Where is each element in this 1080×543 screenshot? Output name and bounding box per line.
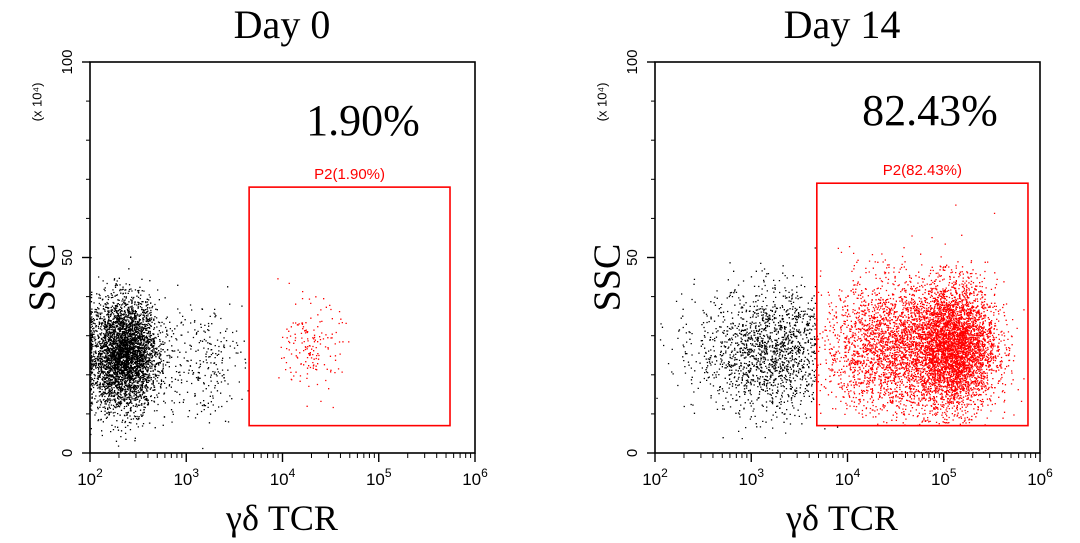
x-tick-label: 104 <box>270 466 296 489</box>
x-tick-label: 105 <box>366 466 392 489</box>
population-ungated-tail <box>134 284 249 450</box>
y-tick-label: 0 <box>624 449 641 457</box>
population-gated-high <box>881 212 1025 426</box>
y-tick-label: 50 <box>624 249 641 266</box>
x-tick-label: 106 <box>1027 466 1053 489</box>
x-tick-label: 103 <box>173 466 199 489</box>
panel-1: Day 0 P2(1.90%) 1.90% 0 50 100 (x 10⁴) SSC 102 10… <box>22 2 488 538</box>
x-tick-label: 105 <box>931 466 957 489</box>
population-gated-P2 <box>277 278 350 409</box>
population-ungated-main <box>90 256 200 447</box>
y-tick-label: 100 <box>624 49 641 74</box>
x-tick-label: 104 <box>835 466 861 489</box>
y-tick-label: 0 <box>59 449 76 457</box>
x-axis-label: γδ TCR <box>785 498 898 538</box>
x-axis-label: γδ TCR <box>225 498 338 538</box>
y-axis-label: SSC <box>587 244 629 312</box>
y-multiplier: (x 10⁴) <box>594 83 609 122</box>
x-tick-label: 106 <box>462 466 488 489</box>
chart-title: Day 14 <box>784 2 901 47</box>
gate-label: P2(1.90%) <box>314 166 385 183</box>
y-tick-label: 50 <box>59 249 76 266</box>
population-gated-broad <box>817 204 1013 427</box>
population-ungated-spread <box>656 247 839 440</box>
gate-label: P2(82.43%) <box>883 162 962 179</box>
panel-2: Day 14 P2(82.43%) 82.43% 0 50 100 (x 10⁴) SSC 10… <box>587 2 1053 538</box>
x-tick-label: 102 <box>77 466 103 489</box>
y-axis-label: SSC <box>22 244 64 312</box>
x-tick-label: 103 <box>738 466 764 489</box>
event-dots <box>90 256 350 450</box>
y-tick-label: 100 <box>59 49 76 74</box>
chart-title: Day 0 <box>234 2 331 47</box>
y-multiplier: (x 10⁴) <box>29 83 44 122</box>
x-tick-label: 102 <box>642 466 668 489</box>
gate-p2 <box>816 182 1029 427</box>
event-dots <box>656 204 1025 440</box>
percent-label: 1.90% <box>306 96 420 145</box>
percent-label: 82.43% <box>862 86 998 135</box>
gate-p2 <box>248 186 451 427</box>
